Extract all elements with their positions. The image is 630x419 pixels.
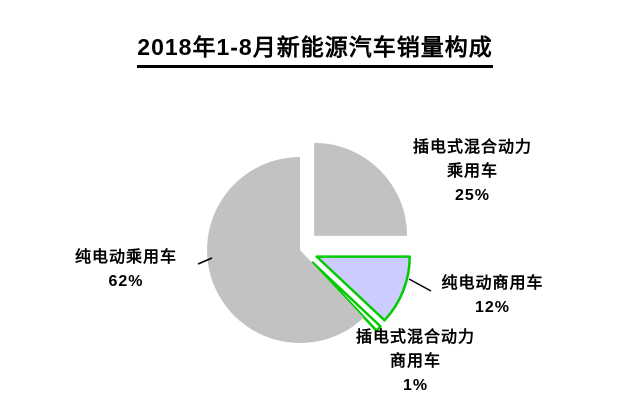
label-line: 商用车	[389, 353, 441, 370]
pie-slices	[207, 142, 411, 343]
leader-line-bev-commercial	[408, 278, 432, 292]
label-value: 62%	[108, 273, 144, 290]
label-bev-passenger: 纯电动乘用车 62%	[52, 246, 200, 294]
label-value: 25%	[454, 187, 491, 204]
label-line: 插电式混合动力	[355, 329, 475, 346]
label-bev-commercial: 纯电动商用车 12%	[420, 272, 565, 320]
pie-slice-bev-passenger	[207, 157, 364, 343]
pie-slice-bev-commercial	[315, 255, 411, 322]
label-value: 1%	[402, 377, 429, 394]
label-line: 乘用车	[446, 163, 498, 180]
pie-slice-phev-passenger	[314, 142, 408, 236]
label-phev-passenger: 插电式混合动力 乘用车 25%	[390, 136, 555, 208]
label-line: 纯电动乘用车	[74, 249, 177, 266]
chart-title-text: 2018年1-8月新能源汽车销量构成	[137, 28, 493, 68]
leader-line-bev-passenger	[197, 257, 213, 265]
chart-title: 2018年1-8月新能源汽车销量构成	[0, 26, 630, 68]
label-value: 12%	[474, 299, 511, 316]
label-line: 插电式混合动力	[412, 139, 532, 156]
label-line: 纯电动商用车	[441, 275, 544, 292]
label-phev-commercial: 插电式混合动力 商用车 1%	[338, 326, 493, 398]
pie-slice-phev-commercial	[311, 261, 382, 332]
